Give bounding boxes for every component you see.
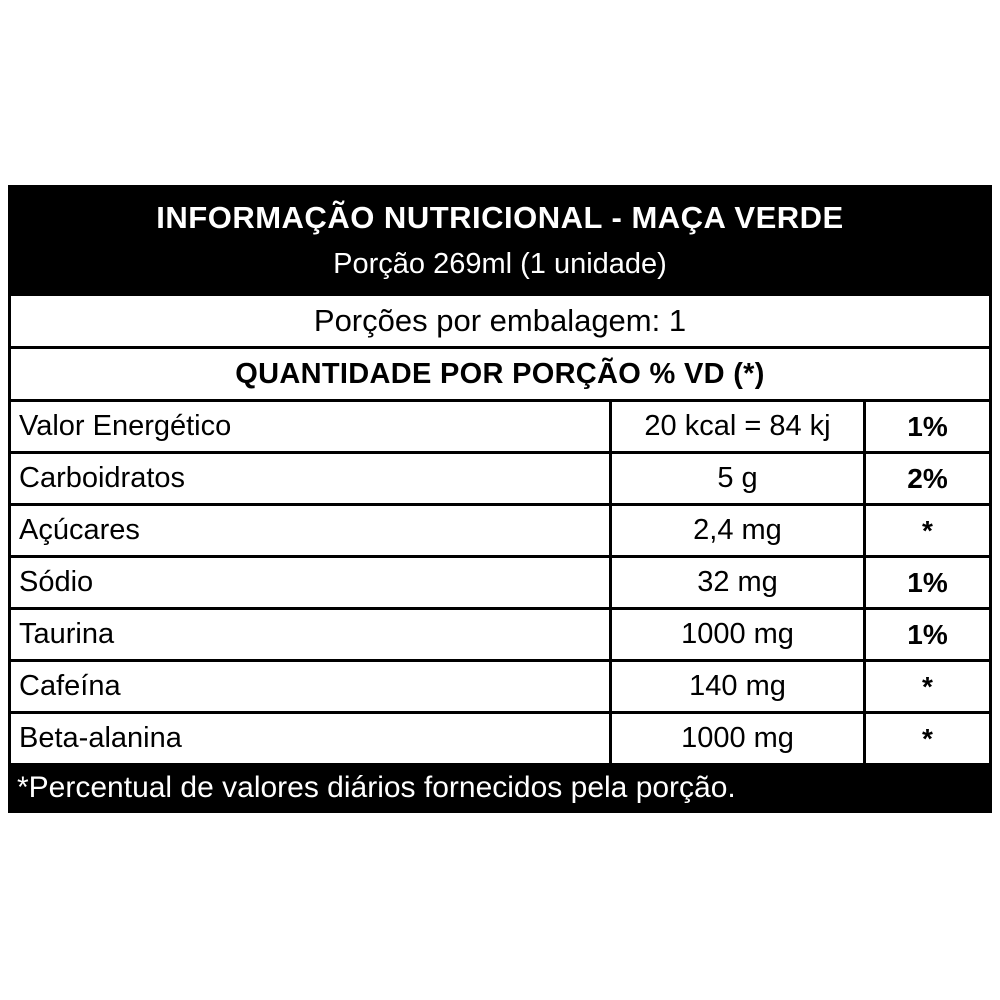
nutrient-amount: 20 kcal = 84 kj <box>609 402 863 451</box>
servings-per-package-text: Porções por embalagem: 1 <box>313 303 687 338</box>
serving-size-text: Porção 269ml (1 unidade) <box>333 248 667 280</box>
nutrient-name: Taurina <box>19 618 115 650</box>
nutrient-name: Valor Energético <box>19 410 232 442</box>
nutrient-dv: 2% <box>863 454 989 503</box>
footnote-band: *Percentual de valores diários fornecido… <box>11 763 989 810</box>
nutrient-row-beta-alanina: Beta-alanina 1000 mg * <box>11 711 989 763</box>
footnote-text: *Percentual de valores diários fornecido… <box>17 771 736 804</box>
nutrient-dv: * <box>863 662 989 711</box>
nutrient-dv: 1% <box>863 558 989 607</box>
nutrient-row-sodio: Sódio 32 mg 1% <box>11 555 989 607</box>
nutrient-amount: 1000 mg <box>609 610 863 659</box>
nutrient-name: Cafeína <box>19 670 121 702</box>
nutrient-row-acucares: Açúcares 2,4 mg * <box>11 503 989 555</box>
nutrient-row-taurina: Taurina 1000 mg 1% <box>11 607 989 659</box>
nutrition-facts-table: INFORMAÇÃO NUTRICIONAL - MAÇA VERDE Porç… <box>8 185 992 813</box>
nutrient-name: Carboidratos <box>19 462 186 494</box>
column-header-text: QUANTIDADE POR PORÇÃO % VD (*) <box>235 357 765 390</box>
nutrient-dv: 1% <box>863 610 989 659</box>
nutrient-dv: * <box>863 714 989 763</box>
nutrient-name: Sódio <box>19 566 94 598</box>
nutrient-row-cafeina: Cafeína 140 mg * <box>11 659 989 711</box>
nutrient-dv: 1% <box>863 402 989 451</box>
nutrient-name: Açúcares <box>19 514 140 546</box>
table-header-band: INFORMAÇÃO NUTRICIONAL - MAÇA VERDE Porç… <box>11 188 989 293</box>
nutrient-row-carboidratos: Carboidratos 5 g 2% <box>11 451 989 503</box>
nutrient-amount: 32 mg <box>609 558 863 607</box>
nutrient-amount: 140 mg <box>609 662 863 711</box>
nutrient-name: Beta-alanina <box>19 722 182 754</box>
nutrient-dv: * <box>863 506 989 555</box>
nutrient-amount: 5 g <box>609 454 863 503</box>
servings-per-package-row: Porções por embalagem: 1 <box>11 293 989 346</box>
nutrient-amount: 1000 mg <box>609 714 863 763</box>
nutrient-row-valor-energetico: Valor Energético 20 kcal = 84 kj 1% <box>11 399 989 451</box>
column-header-row: QUANTIDADE POR PORÇÃO % VD (*) <box>11 346 989 399</box>
nutrition-title: INFORMAÇÃO NUTRICIONAL - MAÇA VERDE <box>156 200 844 235</box>
nutrient-amount: 2,4 mg <box>609 506 863 555</box>
